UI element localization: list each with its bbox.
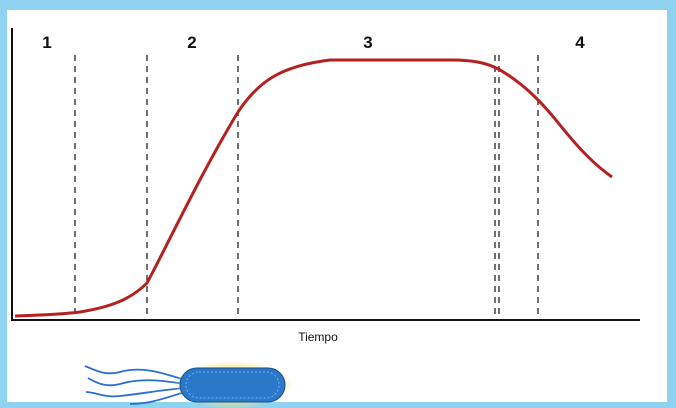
phase-label: 2	[187, 33, 196, 52]
phase-label: 4	[575, 33, 585, 52]
bacterium-body	[180, 368, 285, 402]
page: {"phases": ["1", "2", "3", "4"], "x_axis…	[0, 0, 676, 408]
phase-label: 3	[363, 33, 372, 52]
growth-curve-diagram: 1 2 3 4 Tiempo	[0, 0, 676, 408]
x-axis-label: Tiempo	[298, 330, 338, 344]
phase-label: 1	[42, 33, 51, 52]
